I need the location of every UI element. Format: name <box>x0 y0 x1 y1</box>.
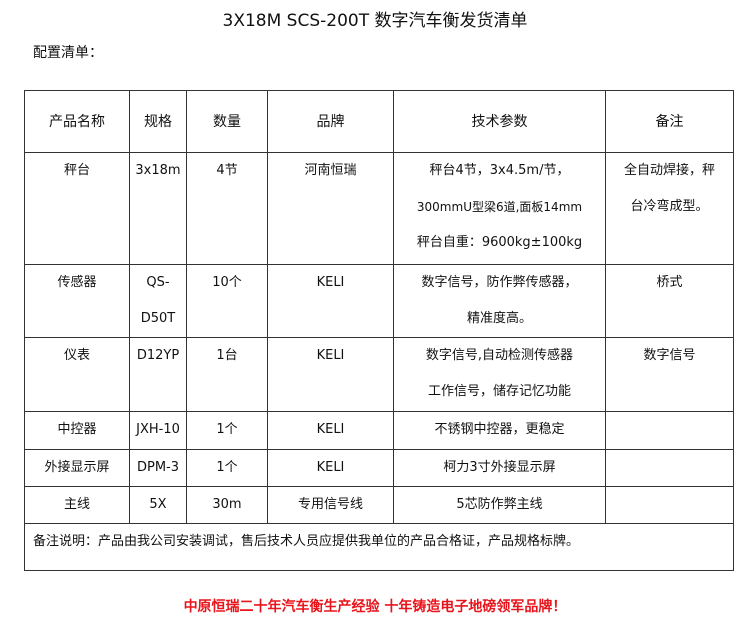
product-spec: DPM-3 <box>129 449 187 487</box>
table-row: 外接显示屏 DPM-3 1个 KELI 柯力3寸外接显示屏 <box>24 449 734 487</box>
document-title: 3X18M SCS-200T 数字汽车衡发货清单 <box>222 11 528 31</box>
header-cell: 产品名称 <box>24 90 130 153</box>
product-remark: 数字信号 <box>605 337 734 412</box>
product-qty: 10个 <box>186 264 268 338</box>
brand-slogan: 中原恒瑞二十年汽车衡生产经验 十年铸造电子地磅领军品牌！ <box>183 599 567 615</box>
product-params: 不锈钢中控器，更稳定 <box>393 411 606 450</box>
product-remark: 桥式 <box>605 264 734 338</box>
param-line: 秤台4节，3x4.5m/节， <box>429 163 570 178</box>
shipping-list-table: 产品名称 规格 数量 品牌 技术参数 备注 秤台 3x18m 4节 河南恒瑞 秤… <box>24 90 734 571</box>
product-name: 秤台 <box>24 152 130 265</box>
header-cell: 技术参数 <box>393 90 606 153</box>
product-params: 数字信号，防作弊传感器， 精准度高。 <box>393 264 606 338</box>
product-brand: KELI <box>267 411 394 450</box>
product-remark <box>605 411 734 450</box>
product-qty: 4节 <box>186 152 268 265</box>
table-row: 传感器 QS-D50T 10个 KELI 数字信号，防作弊传感器， 精准度高。 桥… <box>24 264 734 338</box>
product-params: 数字信号,自动检测传感器 工作信号，储存记忆功能 <box>393 337 606 412</box>
product-qty: 30m <box>186 486 268 524</box>
header-cell: 品牌 <box>267 90 394 153</box>
product-params: 柯力3寸外接显示屏 <box>393 449 606 487</box>
product-qty: 1台 <box>186 337 268 412</box>
note-text: 备注说明：产品由我公司安装调试，售后技术人员应提供我单位的产品合格证，产品规格标… <box>24 523 734 571</box>
product-qty: 1个 <box>186 449 268 487</box>
product-spec: 5X <box>129 486 187 524</box>
param-line: 数字信号，防作弊传感器， <box>421 275 578 290</box>
param-line: 数字信号,自动检测传感器 <box>425 348 574 363</box>
param-line: 秤台自重：9600kg±100kg <box>416 235 583 250</box>
product-brand: KELI <box>267 449 394 487</box>
table-row: 秤台 3x18m 4节 河南恒瑞 秤台4节，3x4.5m/节， 300mmU型梁6… <box>24 152 734 265</box>
param-line: 精准度高。 <box>466 311 532 326</box>
table-row: 仪表 D12YP 1台 KELI 数字信号,自动检测传感器 工作信号，储存记忆功能… <box>24 337 734 412</box>
product-remark: 全自动焊接，秤 台冷弯成型。 <box>605 152 734 265</box>
product-remark <box>605 449 734 487</box>
product-spec: 3x18m <box>129 152 187 265</box>
table-row: 主线 5X 30m 专用信号线 5芯防作弊主线 <box>24 486 734 524</box>
param-line: 工作信号，储存记忆功能 <box>427 384 571 399</box>
remark-line: 台冷弯成型。 <box>630 199 709 214</box>
product-brand: 专用信号线 <box>267 486 394 524</box>
product-spec: JXH-10 <box>129 411 187 450</box>
product-spec: D12YP <box>129 337 187 412</box>
table-row: 中控器 JXH-10 1个 KELI 不锈钢中控器，更稳定 <box>24 411 734 450</box>
remark-line: 全自动焊接，秤 <box>623 163 715 178</box>
product-qty: 1个 <box>186 411 268 450</box>
product-name: 主线 <box>24 486 130 524</box>
header-cell: 规格 <box>129 90 187 153</box>
header-cell: 备注 <box>605 90 734 153</box>
product-name: 传感器 <box>24 264 130 338</box>
product-params: 5芯防作弊主线 <box>393 486 606 524</box>
product-params: 秤台4节，3x4.5m/节， 300mmU型梁6道,面板14mm 秤台自重：9600… <box>393 152 606 265</box>
product-name: 外接显示屏 <box>24 449 130 487</box>
product-spec: QS-D50T <box>129 264 187 338</box>
product-brand: 河南恒瑞 <box>267 152 394 265</box>
product-name: 中控器 <box>24 411 130 450</box>
product-name: 仪表 <box>24 337 130 412</box>
product-brand: KELI <box>267 337 394 412</box>
config-list-label: 配置清单： <box>33 45 103 61</box>
header-cell: 数量 <box>186 90 268 153</box>
product-brand: KELI <box>267 264 394 338</box>
table-header-row: 产品名称 规格 数量 品牌 技术参数 备注 <box>24 90 734 153</box>
product-remark <box>605 486 734 524</box>
param-line: 300mmU型梁6道,面板14mm <box>416 200 583 214</box>
note-row: 备注说明：产品由我公司安装调试，售后技术人员应提供我单位的产品合格证，产品规格标… <box>24 523 734 571</box>
